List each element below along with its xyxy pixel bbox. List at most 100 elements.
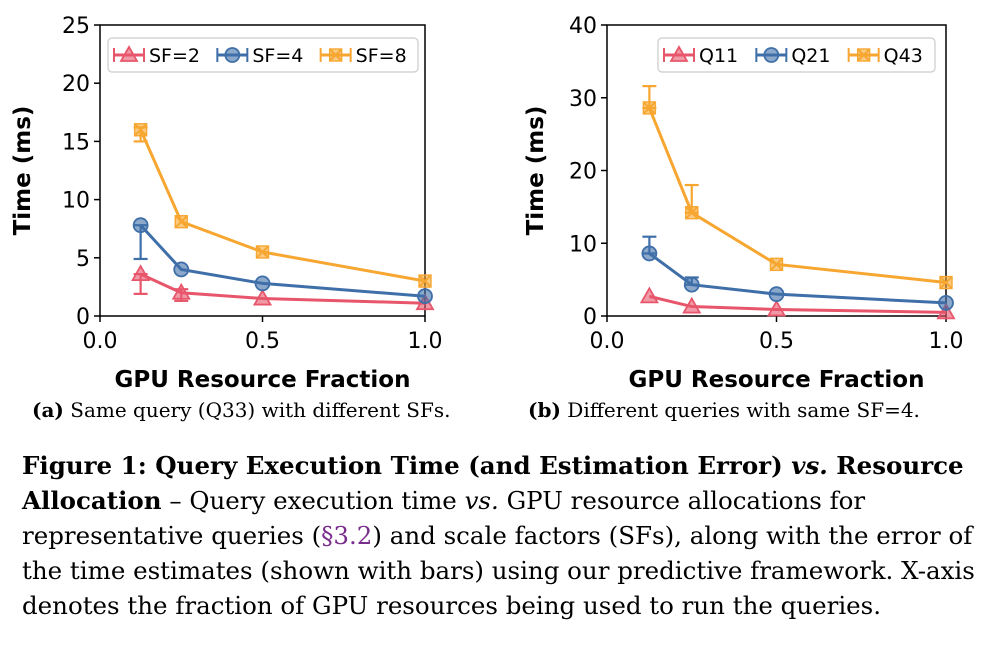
chart-a-legend: SF=2 SF=4 SF=8 [107, 37, 419, 73]
chart-b-point-Q43-3 [939, 275, 953, 290]
chart-a-point-SF=4-1 [173, 261, 190, 278]
caption-title-end: Resource Allocation [22, 451, 964, 515]
chart-b: 0 10 20 30 40 0.0 0.5 1.0 GPU Resource Fraction T… [505, 0, 1002, 400]
chart-a-point-SF=8-1 [174, 215, 188, 229]
chart-a-xtick-label-0: 0.0 [83, 329, 118, 354]
chart-a-line-SF=2 [139, 272, 426, 305]
chart-a-point-SF=8-2 [255, 245, 270, 259]
chart-a-point-SF=2-2 [252, 288, 273, 306]
chart-a-line-SF=8 [139, 129, 426, 283]
chart-b-point-Q21-0 [641, 245, 658, 262]
chart-a-line-SF=4 [139, 224, 426, 298]
chart-b-series-Q21 [641, 235, 954, 311]
chart-b-legend-marker-Q11 [669, 45, 689, 62]
caption-body-3: ) and scale factors (SFs), along with th… [22, 521, 975, 620]
chart-a-xtick-label-2: 1.0 [408, 329, 443, 354]
chart-b-xlabel: GPU Resource Fraction [629, 367, 925, 393]
figure-caption: Figure 1: Query Execution Time (and Esti… [22, 448, 984, 623]
chart-b-line-Q11 [649, 294, 947, 314]
chart-b-point-Q43-3-cross [939, 275, 953, 290]
chart-a-legend-label-SF=2: SF=2 [149, 45, 200, 67]
chart-b-point-Q43-0 [642, 101, 657, 115]
chart-a-point-SF=8-3-cross [418, 274, 432, 288]
chart-a-legend-marker-SF=8-cross [328, 48, 343, 62]
chart-b-point-Q21-1 [683, 276, 700, 293]
caption-title: Figure 1: Query Execution Time (and Esti… [22, 451, 792, 480]
chart-b-legend-label-Q21: Q21 [791, 45, 830, 67]
chart-b-legend-marker-Q21 [763, 47, 780, 63]
chart-b-xtick-label-2: 1.0 [929, 329, 964, 354]
chart-a-point-SF=8-1-cross [174, 215, 188, 229]
subcaption-a-label: (a) [32, 398, 64, 422]
chart-b-xtick-label-0: 0.0 [590, 329, 625, 354]
chart-a-legend-label-SF=4: SF=4 [252, 45, 303, 67]
chart-b-line-Q21 [648, 252, 947, 305]
chart-b-legend-label-Q11: Q11 [699, 45, 738, 67]
chart-b-point-Q21-3 [938, 295, 954, 311]
chart-b-ylabel: Time (ms) [523, 106, 549, 236]
chart-b-point-Q11-2 [766, 299, 787, 317]
chart-b-point-Q11-0 [639, 286, 659, 304]
chart-b-ytick-label-4: 40 [569, 14, 597, 39]
chart-b-point-Q21-2 [768, 286, 785, 303]
subcaption-a-text: Same query (Q33) with different SFs. [63, 398, 451, 422]
subcaption-b-label: (b) [528, 398, 561, 422]
chart-b-line-Q43 [647, 107, 947, 285]
chart-b-legend: Q11 Q21 Q43 [657, 37, 936, 73]
chart-a-ytick-label-5: 25 [62, 14, 90, 39]
chart-b-ytick-label-3: 30 [569, 87, 597, 112]
chart-b-series-Q11 [639, 286, 956, 320]
chart-a-legend-marker-SF=4 [224, 47, 241, 63]
section-ref-link[interactable]: §3.2 [321, 521, 373, 550]
chart-a-ytick-label-0: 0 [76, 305, 90, 330]
chart-a-legend-box [107, 37, 419, 73]
caption-title-vs: vs. [791, 451, 828, 480]
chart-b-legend-marker-Q43 [856, 48, 871, 62]
chart-a-xlabel: GPU Resource Fraction [115, 367, 411, 393]
chart-a: 0 5 10 15 20 25 0.0 0.5 1.0 GPU Resource Fraction… [0, 0, 500, 400]
chart-b-legend-marker-Q43-cross [856, 48, 871, 62]
chart-b-point-Q43-1 [685, 205, 699, 220]
chart-b-ytick-label-1: 10 [569, 232, 597, 257]
chart-a-point-SF=2-1 [171, 282, 191, 300]
chart-a-xtick-label-1: 0.5 [245, 329, 280, 354]
caption-body-2: GPU resource allocations for representat… [22, 486, 866, 550]
chart-a-ytick-label-1: 5 [76, 247, 90, 272]
chart-b-legend-box [657, 37, 936, 73]
chart-b-point-Q43-2 [769, 257, 784, 272]
chart-a-point-SF=4-3 [417, 288, 433, 305]
chart-a-legend-marker-SF=8 [328, 48, 343, 62]
subcaption-b: (b) Different queries with same SF=4. [528, 398, 920, 422]
chart-a-ylabel: Time (ms) [10, 106, 36, 236]
chart-b-point-Q11-3 [936, 302, 956, 320]
chart-b-legend-label-Q43: Q43 [884, 45, 923, 67]
chart-b-point-Q43-2-cross [769, 257, 784, 272]
chart-b-xtick-label-1: 0.5 [759, 329, 794, 354]
chart-b-point-Q11-1 [682, 296, 702, 314]
chart-a-legend-label-SF=8: SF=8 [356, 45, 407, 67]
caption-body-vs: vs. [464, 486, 499, 515]
caption-body-1: Query execution time [189, 486, 465, 515]
subcaption-b-text: Different queries with same SF=4. [560, 398, 920, 422]
chart-b-point-Q43-1-cross [685, 205, 699, 220]
chart-a-point-SF=8-3 [418, 274, 432, 288]
chart-a-ytick-label-3: 15 [62, 130, 90, 155]
chart-a-series-SF=4 [132, 217, 433, 305]
chart-b-ytick-label-0: 0 [583, 305, 597, 330]
chart-a-point-SF=8-2-cross [255, 245, 270, 259]
chart-a-legend-marker-SF=2 [119, 45, 139, 62]
chart-a-point-SF=4-2 [254, 275, 271, 292]
chart-a-ytick-label-2: 10 [62, 189, 90, 214]
chart-a-series-SF=8 [133, 123, 432, 288]
chart-a-point-SF=4-0 [132, 217, 149, 234]
chart-b-ytick-label-2: 20 [569, 160, 597, 185]
subcaption-a: (a) Same query (Q33) with different SFs. [32, 398, 450, 422]
chart-a-svg: 0 5 10 15 20 25 0.0 0.5 1.0 GPU Resource Fraction… [10, 14, 443, 393]
chart-a-point-SF=8-0 [133, 123, 148, 137]
chart-a-point-SF=8-0-cross [133, 123, 148, 137]
caption-dash: – [161, 486, 190, 515]
chart-a-ytick-label-4: 20 [62, 72, 90, 97]
chart-a-point-SF=2-0 [131, 264, 151, 281]
chart-b-point-Q43-0-cross [642, 101, 657, 115]
